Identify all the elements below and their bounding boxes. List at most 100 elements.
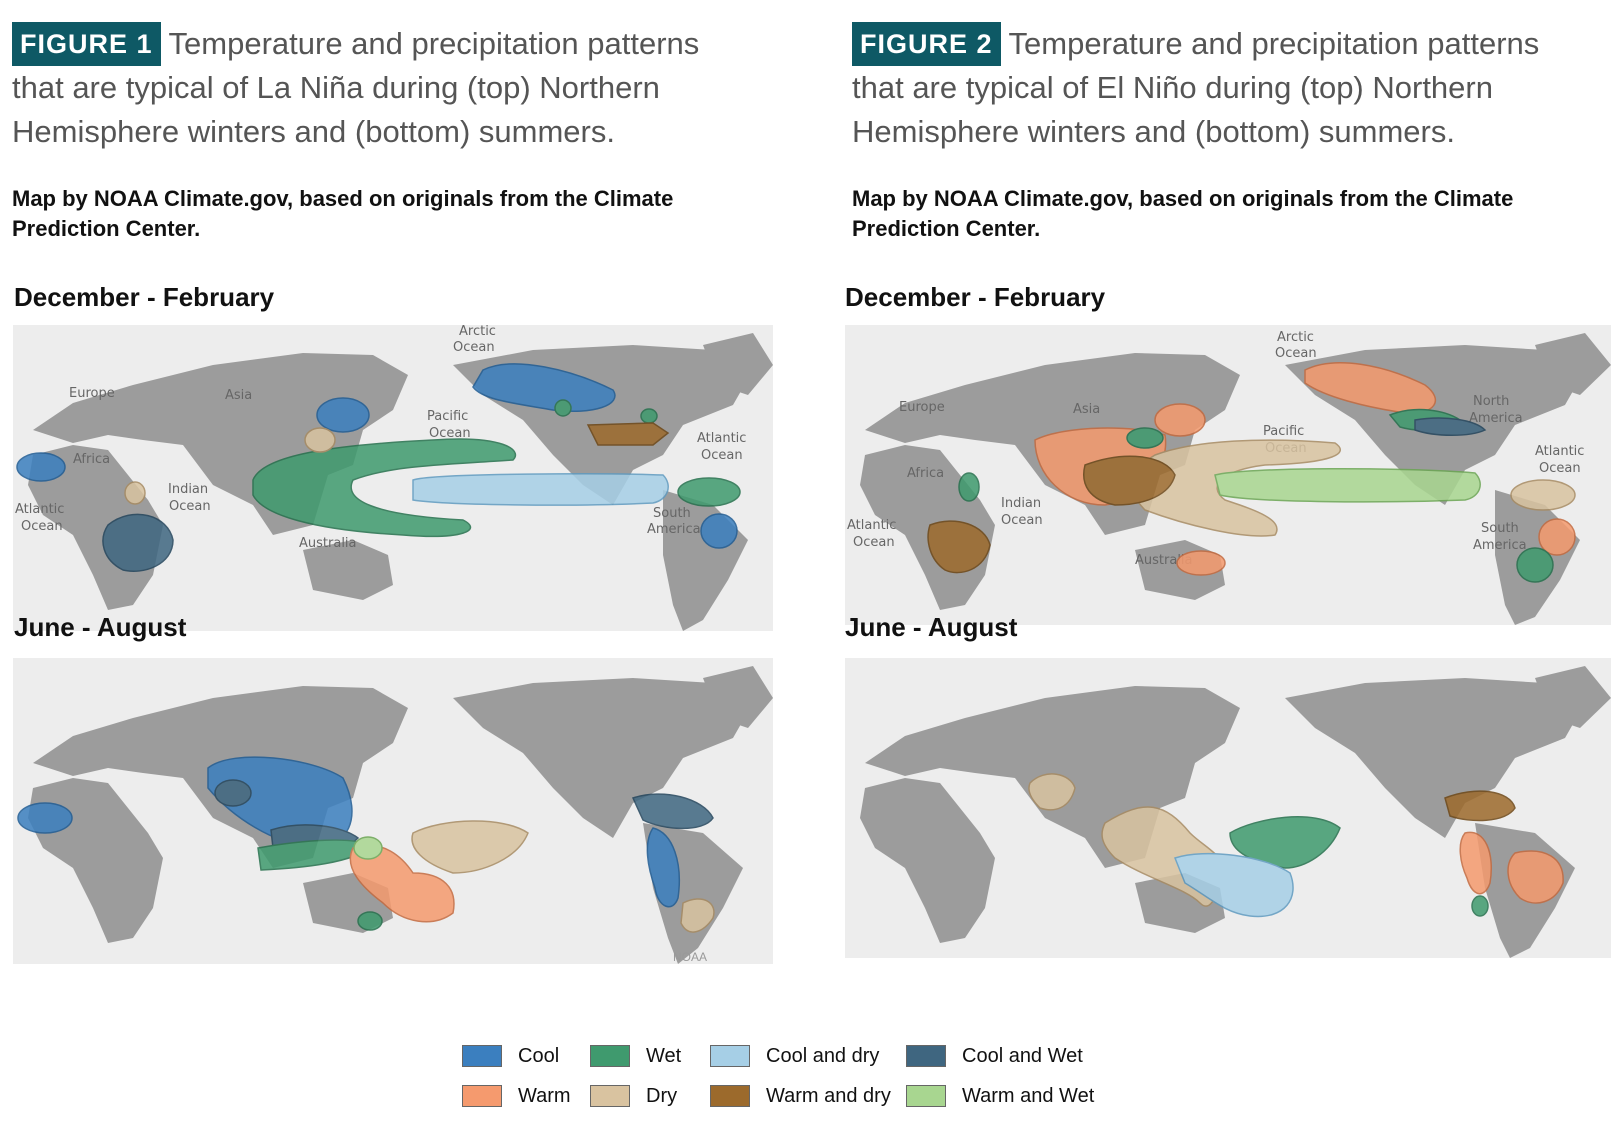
europe-label: Europe — [899, 400, 945, 415]
south-america-label-1: South — [1481, 521, 1519, 536]
indian-ocean-label-1: Indian — [168, 482, 208, 497]
figure-2-caption: FIGURE 2 Temperature and precipitation pa… — [852, 22, 1572, 154]
figure-1-badge: FIGURE 1 — [12, 22, 161, 66]
wet-region — [554, 399, 572, 417]
south-america-label-2: America — [647, 522, 701, 537]
warm-and-dry-region — [1083, 455, 1176, 506]
pacific-ocean-label-2: Ocean — [429, 426, 471, 441]
wet-region — [1471, 895, 1489, 917]
dry-region — [304, 427, 336, 453]
atlantic-ocean-sw-label-1: Atlantic — [847, 518, 896, 533]
arctic-ocean-label-2: Ocean — [453, 340, 495, 355]
south-america-label-2: America — [1473, 538, 1527, 553]
warm-region — [1176, 550, 1226, 576]
cool-and-wet-region — [102, 513, 174, 572]
legend: Cool Wet Cool and dry Cool and Wet Warm … — [462, 1044, 1162, 1124]
cool-and-dry-region — [1174, 852, 1294, 918]
greenland-land — [703, 333, 773, 395]
north-america-land — [1285, 678, 1585, 838]
cool-and-wet-region — [214, 779, 252, 807]
figure-2-badge: FIGURE 2 — [852, 22, 1001, 66]
atlantic-ocean-sw-label-1: Atlantic — [15, 502, 64, 517]
legend-label: Warm — [518, 1084, 571, 1107]
pacific-ocean-label-1: Pacific — [427, 409, 468, 424]
el-nino-winter-map: Arctic Ocean Europe Asia North America P… — [845, 325, 1611, 625]
legend-swatch-cool — [462, 1045, 502, 1067]
legend-swatch-warm-and-wet — [906, 1085, 946, 1107]
figure-2-bottom-season: June - August — [845, 612, 1018, 642]
africa-land — [860, 778, 995, 943]
arctic-ocean-label-2: Ocean — [1275, 346, 1317, 361]
dry-region — [411, 820, 529, 874]
indian-ocean-label-2: Ocean — [169, 499, 211, 514]
figure-1-top-season: December - February — [14, 282, 275, 312]
legend-item-warm: Warm — [462, 1084, 571, 1108]
australia-land — [303, 540, 393, 600]
legend-item-cool-and-dry: Cool and dry — [710, 1044, 879, 1068]
legend-label: Warm and dry — [766, 1084, 891, 1107]
legend-label: Cool and Wet — [962, 1044, 1083, 1067]
dry-region — [1028, 773, 1076, 811]
indian-ocean-label-1: Indian — [1001, 496, 1041, 511]
legend-swatch-dry — [590, 1085, 630, 1107]
legend-swatch-wet — [590, 1045, 630, 1067]
svg-text:Arctic: Arctic — [459, 325, 496, 339]
greenland-land — [703, 666, 773, 728]
figure-2-top-season: December - February — [845, 282, 1106, 312]
greenland-land — [1535, 666, 1611, 728]
atlantic-ocean-sw-label-2: Ocean — [21, 519, 63, 534]
cool-region — [316, 397, 370, 433]
dry-region — [680, 898, 715, 933]
legend-item-dry: Dry — [590, 1084, 677, 1108]
atlantic-ocean-ne-label-1: Atlantic — [1535, 444, 1584, 459]
legend-swatch-cool-and-wet — [906, 1045, 946, 1067]
australia-label: Australia — [299, 536, 357, 551]
figure-1-caption-text: Temperature and precipitation patterns t… — [12, 26, 700, 149]
north-america-land — [453, 678, 753, 838]
la-nina-winter-map: Arctic Ocean Europe Asia Pacific Ocean A… — [13, 325, 773, 631]
wet-region — [357, 911, 383, 931]
atlantic-ocean-ne-label-2: Ocean — [701, 448, 743, 463]
figure-1-credit: Map by NOAA Climate.gov, based on origin… — [12, 186, 674, 241]
europe-label: Europe — [69, 386, 115, 401]
legend-label: Cool and dry — [766, 1044, 880, 1067]
warm-region — [349, 844, 455, 923]
warm-region — [1154, 403, 1206, 437]
cool-region — [472, 363, 616, 413]
noaa-watermark: NOAA Climate.gov — [673, 950, 707, 964]
warm-and-wet-region — [1214, 467, 1481, 503]
dry-region — [1510, 479, 1576, 511]
wet-region — [1516, 547, 1554, 583]
arctic-ocean-label-1: Arctic — [459, 325, 496, 339]
cool-region — [646, 827, 680, 908]
cool-and-dry-region — [412, 473, 669, 506]
greenland-land — [1535, 333, 1611, 395]
svg-text:Ocean: Ocean — [453, 340, 495, 355]
wet-region — [640, 408, 658, 424]
africa-label: Africa — [73, 452, 110, 467]
asia-label: Asia — [1073, 402, 1100, 417]
atlantic-ocean-sw-label-2: Ocean — [853, 535, 895, 550]
cool-and-wet-region — [631, 793, 714, 830]
africa-label: Africa — [907, 466, 944, 481]
legend-swatch-warm — [462, 1085, 502, 1107]
pacific-ocean-label-1: Pacific — [1263, 424, 1304, 439]
dry-region — [124, 481, 146, 505]
cool-region — [16, 452, 66, 482]
wet-region — [252, 438, 517, 538]
figure-2-credit: Map by NOAA Climate.gov, based on origin… — [852, 186, 1514, 241]
indian-ocean-label-2: Ocean — [1001, 513, 1043, 528]
north-america-label-1: North — [1473, 394, 1509, 409]
cool-region — [17, 802, 73, 834]
north-america-label-2: America — [1469, 411, 1523, 426]
legend-item-cool-and-wet: Cool and Wet — [906, 1044, 1083, 1068]
wet-region — [1126, 427, 1164, 449]
legend-item-cool: Cool — [462, 1044, 559, 1068]
warm-and-dry-region — [927, 520, 991, 574]
legend-label: Dry — [646, 1084, 678, 1107]
atlantic-ocean-ne-label-2: Ocean — [1539, 461, 1581, 476]
atlantic-ocean-ne-label-1: Atlantic — [697, 431, 746, 446]
figure-1-bottom-season: June - August — [14, 612, 187, 642]
warm-and-wet-region — [353, 836, 383, 860]
legend-label: Warm and Wet — [962, 1084, 1095, 1107]
